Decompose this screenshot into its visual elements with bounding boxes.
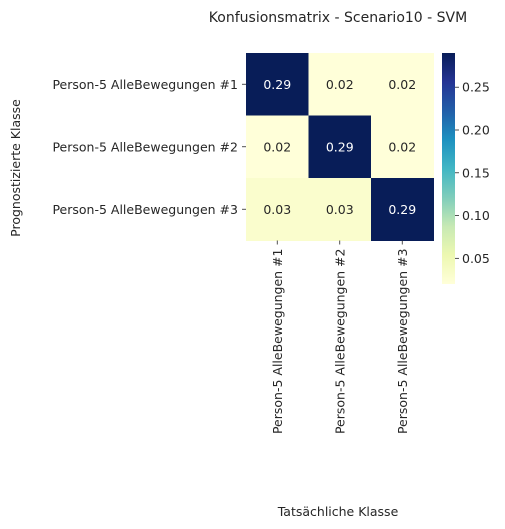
cell-value-label: 0.29 — [263, 77, 291, 92]
cell-value-label: 0.02 — [326, 77, 354, 92]
x-tick-label: Person-5 AlleBewegungen #2 — [332, 249, 347, 435]
cell-value-label: 0.03 — [326, 202, 354, 217]
y-axis-label: Prognostizierte Klasse — [8, 99, 23, 237]
colorbar-tick-label: 0.10 — [462, 208, 490, 223]
x-axis-label: Tatsächliche Klasse — [277, 504, 399, 519]
cell-value-label: 0.03 — [263, 202, 291, 217]
cell-value-label: 0.02 — [388, 139, 416, 154]
x-tick-label: Person-5 AlleBewegungen #1 — [270, 249, 285, 435]
x-tick-label: Person-5 AlleBewegungen #3 — [395, 249, 410, 435]
cell-value-label: 0.02 — [263, 139, 291, 154]
colorbar-tick-label: 0.05 — [462, 251, 490, 266]
y-tick-label: Person-5 AlleBewegungen #3 — [52, 202, 238, 217]
colorbar-tick-label: 0.15 — [462, 165, 490, 180]
y-tick-label: Person-5 AlleBewegungen #2 — [52, 139, 238, 154]
y-tick-label: Person-5 AlleBewegungen #1 — [52, 77, 238, 92]
colorbar — [442, 53, 455, 284]
cell-value-label: 0.02 — [388, 77, 416, 92]
cell-value-label: 0.29 — [326, 139, 354, 154]
colorbar-tick-label: 0.25 — [462, 80, 490, 95]
colorbar-tick-label: 0.20 — [462, 123, 490, 138]
chart-title: Konfusionsmatrix - Scenario10 - SVM — [209, 10, 467, 26]
cell-value-label: 0.29 — [388, 202, 416, 217]
